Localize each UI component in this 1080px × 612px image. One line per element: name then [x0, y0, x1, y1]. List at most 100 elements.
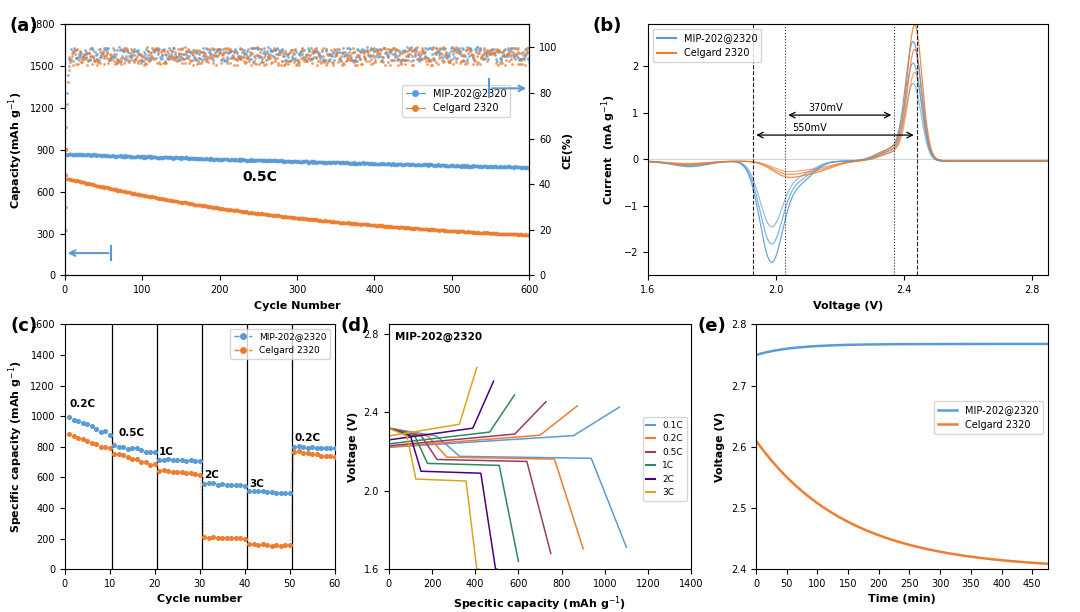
Point	[411, 224, 429, 234]
Point	[159, 153, 176, 163]
Point	[273, 211, 291, 221]
Point	[376, 159, 393, 169]
Point	[509, 162, 526, 172]
Point	[93, 151, 110, 161]
Point	[138, 53, 156, 62]
Point	[156, 44, 173, 54]
Point	[190, 58, 207, 68]
Point	[212, 155, 229, 165]
Point	[384, 43, 402, 53]
Point	[350, 52, 367, 62]
Point	[489, 162, 507, 172]
Point	[380, 159, 397, 169]
Point	[265, 45, 282, 54]
Point	[117, 151, 134, 160]
Point	[402, 43, 419, 53]
Point	[185, 50, 202, 60]
Point	[226, 206, 243, 215]
Point	[126, 58, 143, 67]
Point	[316, 56, 334, 65]
Point	[170, 44, 187, 54]
Point	[326, 51, 343, 61]
Point	[153, 53, 171, 63]
Point	[470, 228, 487, 237]
Point	[274, 157, 292, 166]
Point	[131, 50, 148, 59]
Point	[487, 228, 504, 238]
Point	[434, 160, 451, 170]
Point	[470, 48, 487, 58]
Point	[352, 48, 369, 58]
Point	[446, 161, 463, 171]
Point	[334, 48, 351, 58]
Point	[394, 55, 411, 65]
Point	[423, 225, 441, 234]
Point	[106, 56, 123, 66]
Point	[346, 157, 363, 167]
Point	[110, 151, 127, 161]
Point	[159, 54, 176, 64]
Point	[325, 44, 342, 54]
Point	[206, 50, 224, 59]
Point	[456, 227, 473, 237]
Point	[448, 43, 465, 53]
Point	[397, 55, 415, 65]
Point	[467, 44, 484, 54]
Point	[393, 160, 410, 170]
Point	[266, 45, 283, 55]
Point	[470, 227, 487, 237]
Point	[387, 222, 404, 232]
Point	[483, 49, 500, 59]
Point	[343, 48, 361, 58]
Point	[107, 59, 124, 69]
Point	[418, 52, 435, 62]
Point	[444, 226, 461, 236]
Point	[325, 217, 342, 226]
Point	[417, 47, 434, 57]
Point	[134, 51, 151, 61]
Point	[502, 162, 519, 172]
Point	[145, 47, 162, 57]
Point	[323, 217, 340, 226]
Point	[314, 56, 332, 65]
Point	[195, 154, 213, 163]
Point	[129, 189, 146, 199]
Point	[135, 47, 152, 57]
Point	[134, 190, 151, 200]
Point	[121, 48, 138, 58]
Point	[205, 50, 222, 60]
Point	[214, 50, 231, 59]
Point	[175, 49, 192, 59]
Point	[469, 227, 486, 237]
Point	[218, 154, 235, 164]
Point	[381, 46, 399, 56]
Point	[92, 442, 109, 452]
Point	[296, 156, 313, 166]
Point	[367, 51, 384, 61]
Point	[166, 196, 184, 206]
Point	[347, 218, 364, 228]
Point	[164, 43, 181, 53]
Point	[366, 58, 383, 67]
Point	[496, 162, 513, 172]
Point	[189, 200, 206, 209]
Point	[76, 50, 93, 59]
Point	[397, 51, 415, 61]
Point	[137, 152, 154, 162]
Point	[451, 46, 469, 56]
Point	[289, 157, 307, 166]
Point	[71, 176, 89, 186]
Point	[69, 416, 86, 426]
Point	[168, 152, 186, 162]
Point	[293, 213, 310, 223]
Point	[202, 53, 219, 63]
Point	[175, 54, 192, 64]
Point	[472, 45, 489, 54]
Point	[230, 53, 247, 62]
Point	[86, 47, 104, 56]
Point	[309, 157, 326, 167]
Point	[457, 161, 474, 171]
Point	[152, 54, 170, 64]
Point	[335, 217, 352, 227]
Point	[179, 198, 197, 208]
